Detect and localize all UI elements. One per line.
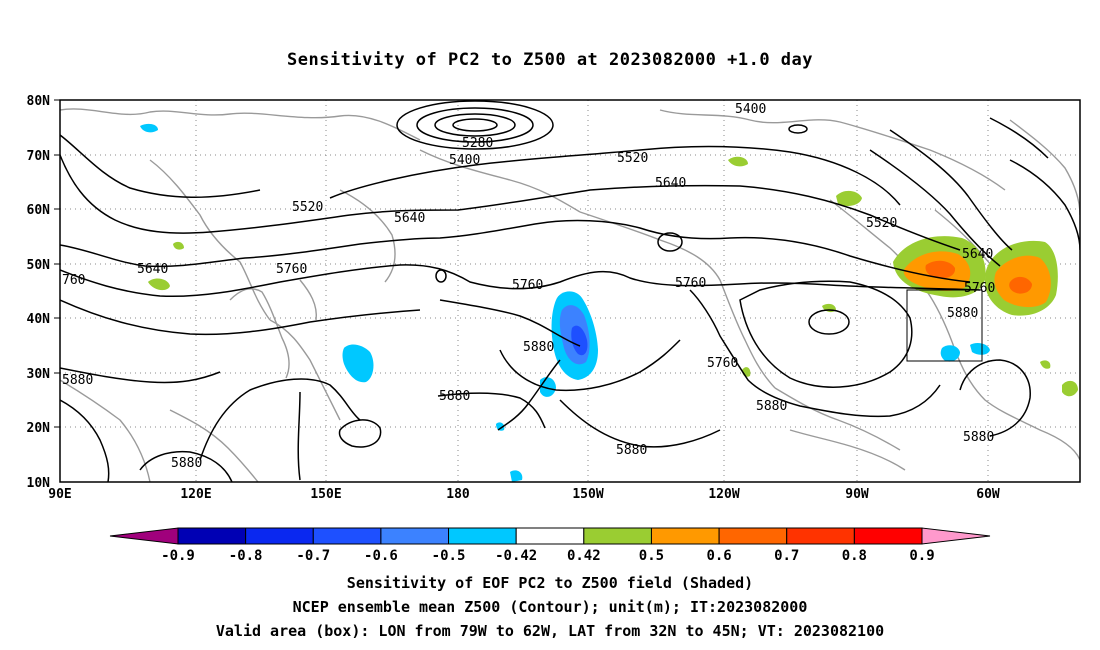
shade-positive-small-1 <box>173 241 184 250</box>
colorbar-high-cap <box>921 527 991 545</box>
colorbar-label: 0.42 <box>567 548 601 564</box>
colorbar-box <box>380 527 450 545</box>
contour-label-5880-pacific: 5880 <box>439 389 470 404</box>
colorbar-label: 0.6 <box>706 548 731 564</box>
lat-tick-30n: 30N <box>27 367 51 382</box>
coastlines <box>60 108 1080 482</box>
colorbar-box <box>245 527 314 545</box>
longitude-axis: 90E 120E 150E 180 150W 120W 90W 60W <box>48 487 1000 502</box>
contour-label-5640-west: 5640 <box>137 262 168 277</box>
contour-label-5880-box: 5880 <box>947 306 978 321</box>
colorbar-label: -0.5 <box>432 548 466 564</box>
shade-positive-canada <box>728 156 748 167</box>
caption-valid-area: Valid area (box): LON from 79W to 62W, L… <box>215 622 885 640</box>
contour-label-5640-atlantic: 5640 <box>962 247 993 262</box>
colorbar-box <box>312 527 382 545</box>
latitude-ticks <box>54 99 60 428</box>
contour-label-5520-central: 5520 <box>617 151 648 166</box>
colorbar-box <box>448 527 517 545</box>
lon-tick-90e: 90E <box>48 487 71 502</box>
sensitivity-shading <box>140 123 1078 482</box>
contour-label-5880-gulf: 5880 <box>756 399 787 414</box>
contour-label-5400-pacific: 5400 <box>449 153 480 168</box>
colorbar-box <box>583 527 652 545</box>
chart-title: Sensitivity of PC2 to Z500 at 2023082000… <box>286 50 813 70</box>
map-frame <box>59 99 1081 483</box>
shade-positive-west-pacific <box>148 278 170 291</box>
contour-labels: 5280 5400 5400 5520 5520 5520 5640 5640 … <box>62 102 995 471</box>
contour-label-5880-caribbean: 5880 <box>963 430 994 445</box>
contour-label-5880-southwest: 5880 <box>171 456 202 471</box>
contour-label-5760-west: 5760 <box>276 262 307 277</box>
contour-label-5760-central: 5760 <box>512 278 543 293</box>
colorbar-label: -0.6 <box>364 548 398 564</box>
contour-label-5760-east: 5760 <box>675 276 706 291</box>
colorbar-label: -0.9 <box>161 548 195 564</box>
lat-tick-10n: 10N <box>27 476 51 491</box>
colorbar-box <box>650 527 720 545</box>
contour-label-5880-west-edge: 5880 <box>62 373 93 388</box>
lat-tick-60n: 60N <box>27 203 51 218</box>
shade-negative-small-3 <box>496 422 505 431</box>
contour-label-5880-central: 5880 <box>523 340 554 355</box>
height-contours <box>60 100 1080 482</box>
caption-contour: NCEP ensemble mean Z500 (Contour); unit(… <box>292 598 808 616</box>
contour-label-5760-coast: 5760 <box>707 356 738 371</box>
lat-tick-50n: 50N <box>27 258 51 273</box>
colorbar-box <box>786 527 855 545</box>
lat-tick-80n: 80N <box>27 94 51 109</box>
contour-label-5760-atlantic: 5760 <box>964 281 995 296</box>
shade-negative-near-box <box>940 345 960 362</box>
colorbar-box <box>718 527 788 545</box>
valid-area-box <box>906 289 983 362</box>
contour-label-5400-arctic: 5400 <box>735 102 766 117</box>
contour-label-760-edge: 760 <box>62 273 85 288</box>
contour-label-5640-east: 5640 <box>655 176 686 191</box>
colorbar-label: 0.5 <box>639 548 664 564</box>
colorbar-label: -0.7 <box>296 548 330 564</box>
colorbar-label: 0.8 <box>842 548 867 564</box>
colorbar: -0.9 -0.8 -0.7 -0.6 -0.5 -0.42 0.42 0.5 0.6 0.7 0.… <box>109 527 991 564</box>
colorbar-box <box>177 527 247 545</box>
shade-negative-atlantic <box>970 342 990 355</box>
colorbar-label: -0.42 <box>495 548 537 564</box>
shade-negative-central-pacific-max <box>571 325 588 356</box>
contour-label-5520-east: 5520 <box>866 216 897 231</box>
shade-positive-east-atlantic-core <box>1009 276 1032 294</box>
contour-label-5880-south: 5880 <box>616 443 647 458</box>
contour-label-5520-west: 5520 <box>292 200 323 215</box>
latitude-axis: 80N 70N 60N 50N 40N 30N 20N 10N <box>27 94 51 491</box>
colorbar-label: 0.7 <box>774 548 799 564</box>
lat-tick-20n: 20N <box>27 421 51 436</box>
lon-tick-120e: 120E <box>180 487 211 502</box>
caption-shading: Sensitivity of EOF PC2 to Z500 field (Sh… <box>346 574 754 592</box>
shade-positive-northwest-atlantic-core <box>925 260 956 279</box>
shade-negative-small-1 <box>140 123 158 133</box>
lon-tick-180: 180 <box>446 487 470 502</box>
colorbar-box <box>853 527 923 545</box>
lon-tick-120w: 120W <box>708 487 739 502</box>
shade-negative-small-2 <box>510 470 523 482</box>
contour-label-5640-central: 5640 <box>394 211 425 226</box>
colorbar-low-cap <box>109 527 179 545</box>
shade-positive-greenland <box>836 190 862 206</box>
lat-tick-70n: 70N <box>27 149 51 164</box>
shade-positive-small-3 <box>1040 360 1051 369</box>
lat-tick-40n: 40N <box>27 312 51 327</box>
colorbar-label: 0.9 <box>909 548 934 564</box>
lon-tick-150w: 150W <box>572 487 603 502</box>
lon-tick-150e: 150E <box>310 487 341 502</box>
map-area: 5280 5400 5400 5520 5520 5520 5640 5640 … <box>60 100 1080 482</box>
colorbar-label: -0.8 <box>229 548 263 564</box>
lon-tick-90w: 90W <box>845 487 869 502</box>
shade-positive-small-2 <box>1062 380 1078 397</box>
contour-label-5280: 5280 <box>462 136 493 151</box>
lon-tick-60w: 60W <box>976 487 1000 502</box>
colorbar-box <box>515 527 585 545</box>
shade-negative-west-pacific <box>342 344 374 383</box>
